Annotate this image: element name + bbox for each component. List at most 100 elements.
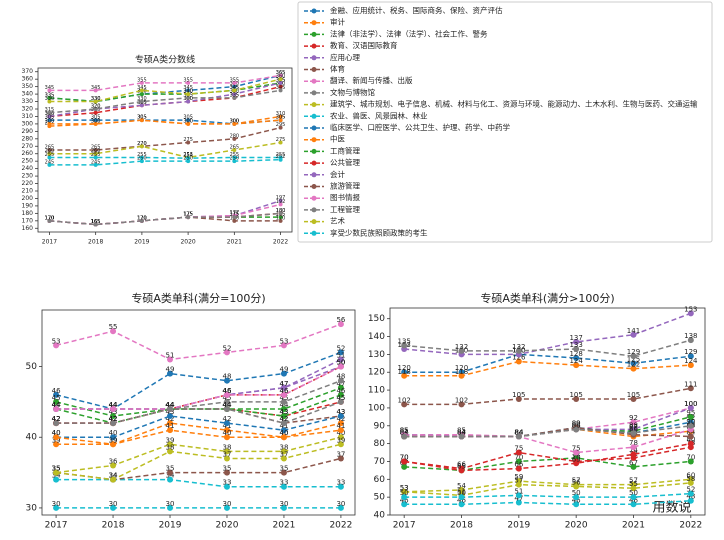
legend-label: 金融、应用统计、税务、国际商务、保险、资产评估 [330,5,503,15]
data-label: 46 [52,387,61,395]
series-line [56,365,342,410]
data-label: 175 [183,212,193,218]
data-label: 42 [279,415,288,423]
data-label: 255 [137,152,147,158]
data-label: 102 [455,396,468,404]
data-point [280,483,287,490]
data-label: 355 [137,77,147,83]
data-label: 89 [572,420,581,428]
data-label: 365 [276,70,286,76]
data-label: 265 [230,145,240,151]
data-label: 51 [336,351,345,359]
y-tick-label: 360 [22,76,34,83]
data-point [167,405,174,412]
data-label: 105 [627,391,640,399]
data-label: 175 [183,212,193,218]
data-label: 44 [52,401,61,409]
data-label: 170 [276,215,286,221]
data-point [167,370,174,377]
data-point [47,99,52,104]
legend-marker [311,148,317,154]
y-tick-label: 320 [22,106,34,113]
data-label: 58 [686,475,695,483]
data-point [223,420,230,427]
data-label: 105 [512,391,525,399]
data-point [573,362,580,369]
data-label: 345 [230,85,240,91]
data-point [687,433,694,440]
data-label: 275 [276,137,286,143]
data-label: 300 [91,118,101,124]
data-point [232,80,237,85]
data-point [186,88,191,93]
data-point [167,476,174,483]
data-label: 84 [686,428,695,436]
data-point [337,398,344,405]
x-tick-label: 2021 [227,239,242,246]
data-label: 170 [45,215,55,221]
data-label: 46 [336,387,345,395]
data-point [401,401,408,408]
data-point [337,504,344,511]
data-point [458,467,465,474]
data-label: 170 [45,215,55,221]
data-label: 60 [686,471,695,479]
data-label: 84 [514,428,523,436]
data-point [280,413,287,420]
data-point [515,458,522,465]
series-line [55,351,342,410]
data-label: 53 [279,337,288,345]
data-label: 84 [457,428,466,436]
data-point [139,80,144,85]
data-point [280,455,287,462]
data-point [139,159,144,164]
series-line [49,74,281,92]
series-line [404,428,692,454]
data-label: 165 [91,219,101,225]
data-label: 53 [400,484,409,492]
data-point [93,118,98,123]
data-label: 52 [336,344,345,352]
legend-marker [311,67,317,72]
data-label: 50 [336,359,345,367]
data-point [278,84,283,89]
data-point [53,441,60,448]
data-point [167,356,174,363]
data-point [232,218,237,223]
legend-label: 审计 [330,17,345,27]
data-label: 260 [91,148,101,154]
data-label: 300 [230,118,240,124]
series-line [55,429,342,446]
series-line [404,421,691,438]
series-line [49,82,281,118]
x-tick-label: 2017 [393,521,416,531]
series-line [56,422,342,446]
data-label: 122 [627,361,640,369]
x-tick-label: 2018 [450,521,473,531]
legend-label: 旅游管理 [330,181,360,191]
plot-frame [389,307,706,516]
data-label: 255 [91,152,101,158]
data-point [337,434,344,441]
data-label: 300 [183,118,193,124]
data-label: 84 [514,428,523,436]
x-tick-label: 2018 [88,239,103,246]
data-point [186,140,191,145]
data-point [110,476,117,483]
data-label: 305 [137,115,147,121]
data-label: 111 [684,380,697,388]
data-label: 365 [276,70,286,76]
data-label: 255 [230,152,240,158]
data-label: 75 [514,445,523,453]
data-label: 42 [109,415,118,423]
data-point [53,469,60,476]
data-label: 84 [514,428,523,436]
data-label: 56 [336,316,345,324]
data-point [630,419,637,426]
data-label: 35 [166,465,175,473]
data-label: 84 [514,428,523,436]
data-label: 85 [400,427,409,435]
data-label: 50 [336,359,345,367]
data-point [139,144,144,149]
y-tick-label: 110 [368,386,385,396]
